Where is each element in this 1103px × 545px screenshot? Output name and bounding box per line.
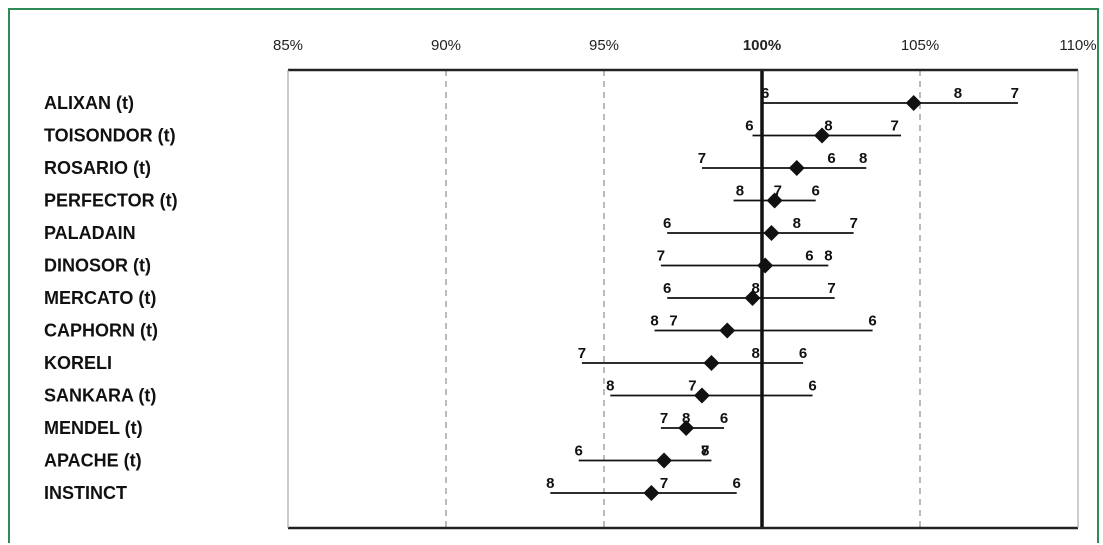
marker-label: 6 bbox=[812, 183, 820, 200]
category-label: APACHE (t) bbox=[44, 451, 142, 471]
marker-labels: 6 8 76 8 77 6 88 7 66 8 77 6 86 8 78 7 67 8 68 7 67 8 66 878 7 6 bbox=[546, 85, 1019, 492]
value-diamond bbox=[703, 355, 720, 371]
marker-label: 8 bbox=[682, 410, 690, 427]
x-tick-label: 85% bbox=[273, 37, 303, 54]
marker-label: 7 bbox=[660, 475, 668, 492]
value-diamond bbox=[719, 322, 736, 339]
category-label: KORELI bbox=[44, 353, 112, 373]
x-tick-label: 110% bbox=[1059, 37, 1096, 54]
value-diamond bbox=[643, 485, 660, 501]
marker-label: 8 bbox=[606, 378, 614, 395]
marker-label: 7 bbox=[774, 183, 782, 200]
value-markers bbox=[643, 95, 922, 501]
marker-label: 7 bbox=[891, 118, 899, 135]
category-label: SANKARA (t) bbox=[44, 386, 156, 406]
marker-label: 6 bbox=[868, 313, 876, 330]
marker-label: 7 bbox=[688, 378, 696, 395]
value-diamond bbox=[757, 257, 774, 274]
marker-label: 8 bbox=[793, 215, 801, 232]
x-tick-label: 90% bbox=[431, 37, 461, 54]
value-diamond bbox=[788, 160, 805, 176]
value-diamond bbox=[763, 225, 780, 241]
marker-label: 8 bbox=[736, 183, 744, 200]
marker-label: 8 bbox=[546, 475, 554, 492]
x-tick-label: 100% bbox=[743, 37, 781, 54]
category-labels: ALIXAN (t) TOISONDOR (t) ROSARIO (t) PERFEC… bbox=[44, 93, 178, 503]
marker-label: 7 bbox=[1011, 85, 1019, 102]
category-label: ROSARIO (t) bbox=[44, 158, 151, 178]
category-label: CAPHORN (t) bbox=[44, 321, 158, 341]
marker-label: 8 bbox=[954, 85, 962, 102]
gridlines bbox=[445, 70, 921, 528]
marker-label: 8 bbox=[650, 313, 658, 330]
marker-label: 8 bbox=[752, 280, 760, 297]
marker-label: 8 bbox=[859, 150, 867, 167]
value-diamond bbox=[814, 127, 831, 144]
marker-label: 7 bbox=[827, 280, 835, 297]
marker-label: 6 bbox=[827, 150, 835, 167]
value-diamond bbox=[766, 192, 783, 209]
marker-label: 7 bbox=[849, 215, 857, 232]
marker-label: 8 bbox=[824, 118, 832, 135]
marker-label: 6 bbox=[663, 215, 671, 232]
marker-label: 6 bbox=[805, 248, 813, 265]
marker-label: 7 bbox=[698, 150, 706, 167]
marker-label: 6 bbox=[799, 345, 807, 362]
marker-label: 6 bbox=[663, 280, 671, 297]
value-diamond bbox=[744, 290, 761, 306]
category-label: ALIXAN (t) bbox=[44, 93, 134, 113]
value-diamond bbox=[905, 95, 922, 111]
marker-label: 6 bbox=[733, 475, 741, 492]
value-diamond bbox=[678, 420, 695, 436]
category-label: INSTINCT bbox=[44, 483, 127, 503]
category-label: PERFECTOR (t) bbox=[44, 191, 178, 211]
marker-label: 7 bbox=[578, 345, 586, 362]
plot-area bbox=[287, 68, 1079, 530]
marker-label: 7 bbox=[657, 248, 665, 265]
range-lines bbox=[550, 102, 1018, 494]
category-label: TOISONDOR (t) bbox=[44, 126, 176, 146]
marker-label: 7 bbox=[669, 313, 677, 330]
marker-label: 7 bbox=[660, 410, 668, 427]
marker-label: 6 bbox=[575, 443, 583, 460]
marker-label: 6 bbox=[720, 410, 728, 427]
x-axis-ticks: 85% 90% 95% 100% 105% 110% bbox=[273, 37, 1097, 54]
marker-label: 8 bbox=[752, 345, 760, 362]
x-tick-label: 95% bbox=[589, 37, 619, 54]
category-label: MERCATO (t) bbox=[44, 288, 156, 308]
value-diamond bbox=[656, 452, 673, 469]
marker-label: 7 bbox=[701, 443, 709, 460]
marker-label: 6 bbox=[808, 378, 816, 395]
marker-label: 6 bbox=[745, 118, 753, 135]
marker-label: 8 bbox=[824, 248, 832, 265]
marker-label: 6 bbox=[761, 85, 769, 102]
marker-label: 8 bbox=[701, 443, 709, 460]
category-label: DINOSOR (t) bbox=[44, 256, 151, 276]
value-diamond bbox=[693, 387, 710, 404]
category-label: PALADAIN bbox=[44, 223, 136, 243]
range-chart: 85% 90% 95% 100% 105% 110% 6 8 76 8 77 6 88 7 66 8 77 6 8… bbox=[44, 37, 1097, 530]
x-tick-label: 105% bbox=[901, 37, 939, 54]
category-label: MENDEL (t) bbox=[44, 418, 143, 438]
